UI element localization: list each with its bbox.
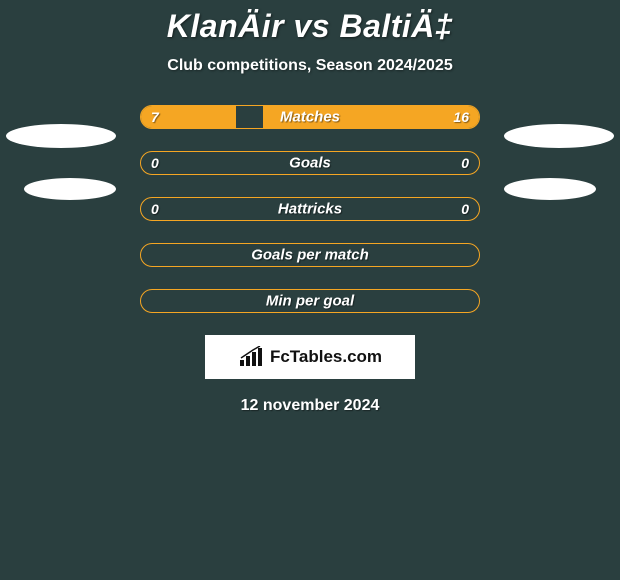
stat-row: 0 0 Hattricks <box>140 197 480 221</box>
stat-label: Goals <box>289 155 331 172</box>
stat-value-right: 0 <box>461 155 469 171</box>
stat-label: Hattricks <box>278 201 342 218</box>
stat-label: Goals per match <box>251 247 369 264</box>
stat-row: Min per goal <box>140 289 480 313</box>
player-photo-left-1 <box>6 124 116 148</box>
season-subtitle: Club competitions, Season 2024/2025 <box>0 57 620 75</box>
stat-row: 7 16 Matches <box>140 105 480 129</box>
player-photo-left-2 <box>24 178 116 200</box>
stats-container: 7 16 Matches 0 0 Goals 0 0 Hattricks Goals per ma… <box>140 105 480 313</box>
stat-value-left: 7 <box>151 109 159 125</box>
player-photo-right-1 <box>504 124 614 148</box>
page-title: KlanÄir vs BaltiÄ‡ <box>0 0 620 45</box>
fctables-logo[interactable]: FcTables.com <box>205 335 415 379</box>
chart-icon <box>238 346 264 368</box>
stat-value-left: 0 <box>151 201 159 217</box>
date-text: 12 november 2024 <box>0 397 620 415</box>
stat-row: Goals per match <box>140 243 480 267</box>
stat-label: Matches <box>280 109 340 126</box>
stat-value-right: 16 <box>453 109 469 125</box>
stat-label: Min per goal <box>266 293 354 310</box>
logo-text: FcTables.com <box>270 347 382 367</box>
stat-row: 0 0 Goals <box>140 151 480 175</box>
stat-value-left: 0 <box>151 155 159 171</box>
player-photo-right-2 <box>504 178 596 200</box>
stat-value-right: 0 <box>461 201 469 217</box>
